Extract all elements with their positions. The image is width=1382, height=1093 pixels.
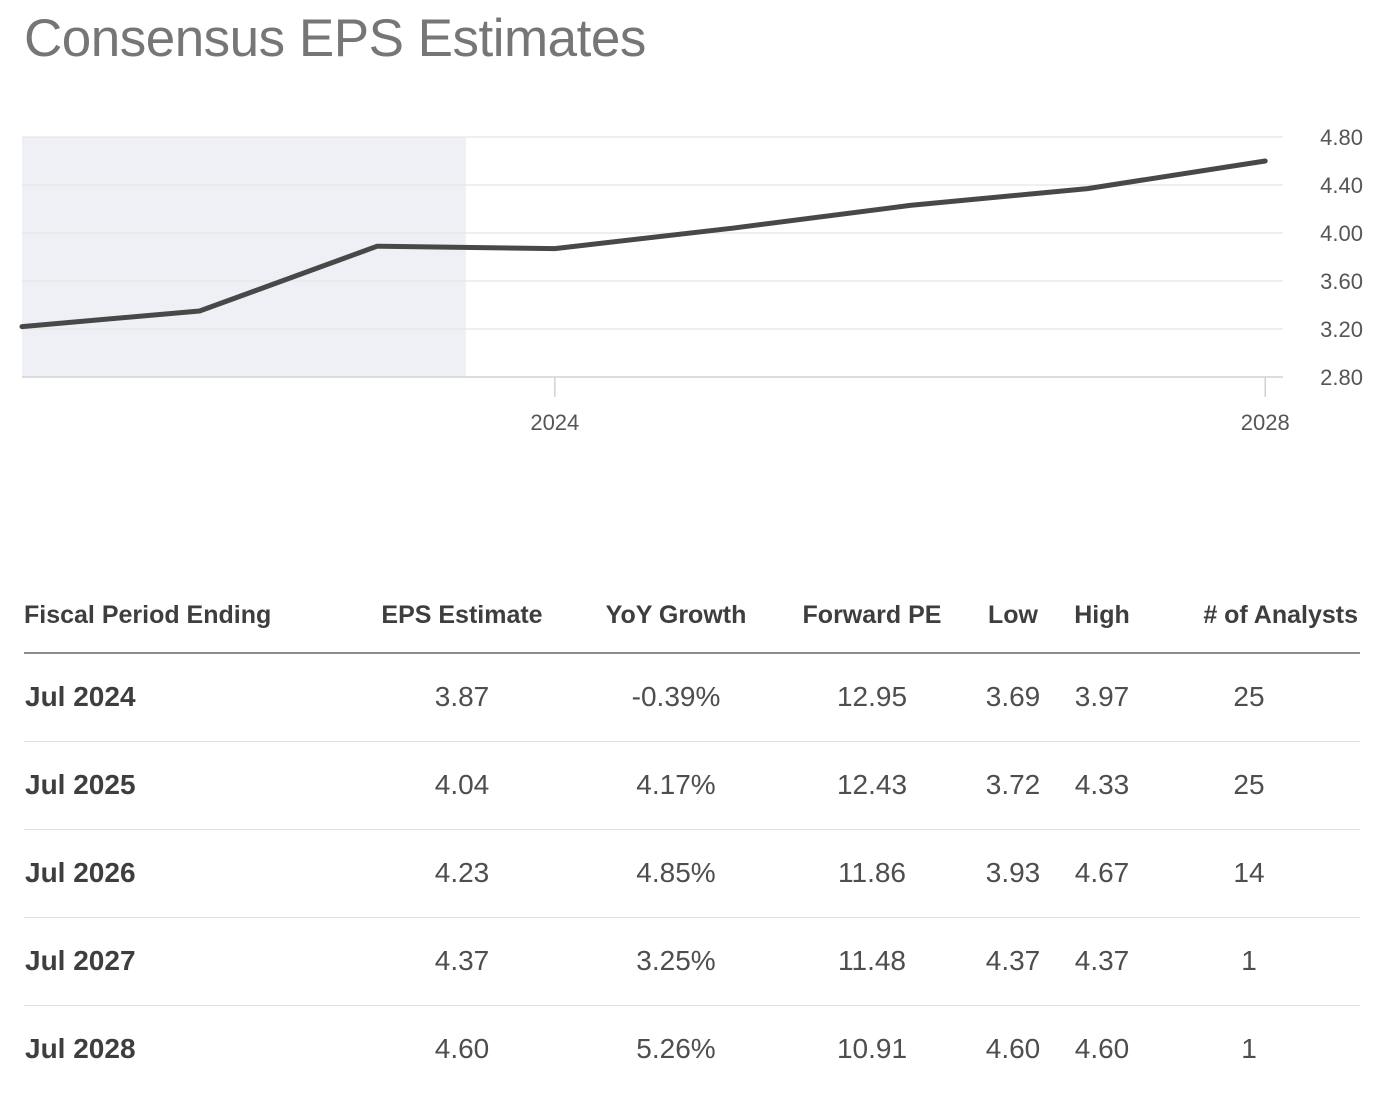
cell-forward-pe: 10.91	[784, 1004, 960, 1093]
table-row: Jul 2025 4.04 4.17% 12.43 3.72 4.33 25	[24, 740, 1360, 829]
y-axis-tick-label: 3.60	[1320, 269, 1363, 294]
cell-num-analysts: 25	[1233, 681, 1265, 713]
cell-eps-estimate: 4.60	[356, 1004, 568, 1093]
eps-estimates-chart[interactable]: 4.80 4.40 4.00 3.60 3.20 2.80 2024 2028	[0, 0, 1382, 450]
table-row: Jul 2027 4.37 3.25% 11.48 4.37 4.37 1	[24, 916, 1360, 1005]
col-header-num-analysts: # of Analysts	[1138, 590, 1360, 654]
col-header-low: Low	[960, 590, 1066, 654]
cell-fiscal-period-ending: Jul 2028	[24, 1004, 356, 1093]
y-axis-tick-label: 4.80	[1320, 125, 1363, 150]
y-axis-tick-label: 3.20	[1320, 317, 1363, 342]
cell-high: 4.67	[1066, 828, 1138, 917]
cell-eps-estimate: 3.87	[434, 681, 490, 713]
y-axis-tick-label: 4.00	[1320, 221, 1363, 246]
estimates-table: Fiscal Period Ending EPS Estimate YoY Gr…	[24, 590, 1360, 1093]
table-row: Jul 2028 4.60 5.26% 10.91 4.60 4.60 1	[24, 1004, 1360, 1093]
table-row: Jul 2024 3.87 -0.39% 12.95 3.69 3.97 25	[24, 653, 1360, 741]
cell-low: 3.72	[960, 740, 1066, 829]
y-axis-tick-label: 4.40	[1320, 173, 1363, 198]
y-axis-tick-label: 2.80	[1320, 365, 1363, 390]
cell-fiscal-period-ending: Jul 2025	[24, 740, 356, 829]
cell-high: 4.60	[1066, 1004, 1138, 1093]
cell-num-analysts: 14	[1138, 828, 1360, 917]
cell-low: 3.93	[960, 828, 1066, 917]
cell-num-analysts: 25	[1138, 740, 1360, 829]
cell-high: 4.37	[1066, 916, 1138, 1005]
page-title: Consensus EPS Estimates	[24, 9, 646, 68]
cell-low: 4.60	[960, 1004, 1066, 1093]
cell-eps-estimate: 4.23	[356, 828, 568, 917]
cell-forward-pe: 11.86	[784, 828, 960, 917]
cell-forward-pe: 11.48	[784, 916, 960, 1005]
cell-fiscal-period-ending: Jul 2024	[25, 681, 136, 713]
cell-yoy-growth: 4.85%	[568, 828, 784, 917]
cell-forward-pe: 12.43	[784, 740, 960, 829]
cell-high: 3.97	[1074, 681, 1130, 713]
cell-fiscal-period-ending: Jul 2027	[24, 916, 356, 1005]
eps-line-series	[19, 158, 1268, 330]
cell-low: 4.37	[960, 916, 1066, 1005]
cell-yoy-growth: -0.39%	[631, 681, 721, 713]
table-header-row: Fiscal Period Ending EPS Estimate YoY Gr…	[24, 590, 1360, 654]
cell-yoy-growth: 3.25%	[568, 916, 784, 1005]
cell-low: 3.69	[985, 681, 1041, 713]
historical-shaded-region	[22, 137, 467, 377]
x-axis-tick-label: 2028	[1241, 410, 1290, 435]
col-header-eps-estimate: EPS Estimate	[356, 590, 568, 654]
cell-fiscal-period-ending: Jul 2026	[24, 828, 356, 917]
col-header-forward-pe: Forward PE	[784, 590, 960, 654]
cell-yoy-growth: 4.17%	[568, 740, 784, 829]
cell-num-analysts: 1	[1138, 916, 1360, 1005]
cell-eps-estimate: 4.37	[356, 916, 568, 1005]
table-row: Jul 2026 4.23 4.85% 11.86 3.93 4.67 14	[24, 828, 1360, 917]
cell-high: 4.33	[1066, 740, 1138, 829]
cell-yoy-growth: 5.26%	[568, 1004, 784, 1093]
col-header-high: High	[1066, 590, 1138, 654]
cell-eps-estimate: 4.04	[356, 740, 568, 829]
cell-num-analysts: 1	[1138, 1004, 1360, 1093]
col-header-fiscal-period-ending: Fiscal Period Ending	[24, 590, 356, 654]
x-axis-tick-label: 2024	[530, 410, 579, 435]
cell-forward-pe: 12.95	[836, 681, 908, 713]
col-header-yoy-growth: YoY Growth	[568, 590, 784, 654]
